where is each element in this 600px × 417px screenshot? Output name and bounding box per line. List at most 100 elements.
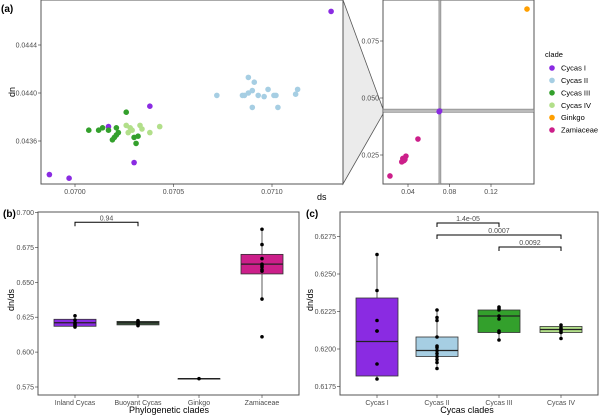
point-cycas-iii xyxy=(109,137,116,143)
y-tick-label: 0.0440 xyxy=(16,91,38,98)
legend-swatch xyxy=(549,65,555,71)
point-cycas-i xyxy=(147,103,153,109)
point-cycas-i xyxy=(328,8,334,15)
data-point xyxy=(559,323,563,327)
data-point xyxy=(497,338,501,342)
significance-bracket xyxy=(74,221,139,227)
point-zamiaceae xyxy=(387,173,393,179)
panel-a-scatter: 0.0700 0.0705 0.0710 0.0436 0.0440 0.0444 xyxy=(16,0,344,196)
point-cycas-iv xyxy=(147,129,153,136)
point-cycas-i xyxy=(66,175,72,181)
plot-frame xyxy=(40,0,344,185)
y-tick-label: 0.600 xyxy=(16,350,34,357)
y-tick-label: 0.050 xyxy=(361,96,379,103)
point-cycas-iv xyxy=(139,126,145,132)
legend-label: Ginkgo xyxy=(561,113,585,122)
data-point xyxy=(260,269,264,273)
p-value-label: 0.0007 xyxy=(488,228,510,235)
data-point xyxy=(73,314,77,318)
panel-label-c: (c) xyxy=(306,209,318,220)
data-point xyxy=(260,265,264,269)
legend-label: Cycas I xyxy=(561,64,586,73)
data-point xyxy=(559,336,563,341)
y-tick-label: 0.6275 xyxy=(315,234,337,241)
significance-bracket xyxy=(498,246,562,251)
legend-label: Cycas IV xyxy=(561,101,591,110)
data-point xyxy=(497,308,501,312)
data-point xyxy=(435,354,439,359)
legend-swatch xyxy=(549,102,555,108)
panel-c-boxplot: 0.6175 0.6200 0.6225 0.6250 0.6275 Cycas I Cyc… xyxy=(315,211,599,407)
point-cycas-i xyxy=(46,171,53,178)
data-point xyxy=(375,318,379,323)
data-point xyxy=(375,252,379,257)
data-point xyxy=(435,357,439,362)
point-cycas-iii xyxy=(113,125,120,131)
data-point xyxy=(73,325,77,329)
x-tick-label: Cycas I xyxy=(365,400,388,407)
data-point xyxy=(435,360,439,365)
data-point xyxy=(435,351,439,356)
data-point xyxy=(435,315,439,320)
y-tick-label: 0.0444 xyxy=(16,43,38,50)
zoom-band-horizontal xyxy=(382,108,535,113)
data-point xyxy=(435,366,439,371)
data-point xyxy=(73,318,77,322)
point-cycas-iii xyxy=(123,109,130,115)
panel-b-boxplot: 0.575 0.600 0.625 0.650 0.675 0.700 Inland Cyc… xyxy=(16,210,300,407)
x-tick-label: Inland Cycas xyxy=(55,400,96,407)
y-tick-label: 0.6175 xyxy=(315,384,337,391)
data-point xyxy=(497,317,501,321)
x-tick-label: Cycas III xyxy=(485,400,512,407)
legend: clade Cycas I Cycas II Cycas III Cycas IV Gin… xyxy=(545,50,598,135)
point-zamiaceae xyxy=(415,136,421,142)
data-point xyxy=(136,323,140,328)
legend-label: Cycas II xyxy=(561,76,588,85)
data-point xyxy=(260,242,264,247)
significance-bracket xyxy=(436,222,500,227)
point-cycas-ii xyxy=(292,91,299,97)
point-ginkgo xyxy=(524,6,530,12)
x-tick-label: Buoyant Cycas xyxy=(114,400,162,407)
y-tick-label: 0.6250 xyxy=(315,272,337,279)
legend-title: clade xyxy=(545,50,563,59)
p-value-label: 0.0092 xyxy=(519,240,541,247)
point-cycas-ii xyxy=(251,79,258,85)
y-tick-label: 0.0436 xyxy=(16,139,38,146)
x-tick-label: Cycas II xyxy=(424,400,449,407)
y-tick-label: 0.625 xyxy=(16,315,34,322)
point-cycas-iv xyxy=(156,123,163,130)
point-cycas-ii xyxy=(273,92,279,99)
x-axis-label-b: Phylogenetic clades xyxy=(129,405,210,415)
data-point xyxy=(435,308,439,312)
point-cycas-i xyxy=(131,159,137,166)
legend-swatch xyxy=(549,90,555,96)
legend-swatch xyxy=(549,127,555,133)
point-cycas-ii xyxy=(249,87,256,94)
point-cycas-ii xyxy=(294,86,301,93)
data-point xyxy=(375,288,379,293)
data-point xyxy=(260,334,264,339)
point-cycas-iii xyxy=(105,127,112,133)
x-tick-label: 0.08 xyxy=(443,189,457,196)
x-axis-label-a: ds xyxy=(317,192,327,202)
y-axis-label-c: dn/ds xyxy=(305,288,315,311)
y-tick-label: 0.700 xyxy=(16,210,34,217)
data-point xyxy=(260,256,264,261)
legend-swatch xyxy=(549,77,555,84)
x-tick-label: 0.0705 xyxy=(163,189,185,196)
panel-label-b: (b) xyxy=(3,209,16,220)
significance-bracket xyxy=(436,234,562,239)
y-tick-label: 0.025 xyxy=(361,153,379,160)
y-tick-label: 0.6200 xyxy=(315,347,337,354)
point-cycas-ii xyxy=(265,86,271,93)
point-cycas-ii xyxy=(275,104,281,111)
x-tick-label: Cycas IV xyxy=(547,400,575,407)
x-tick-label: 0.04 xyxy=(401,189,415,196)
y-tick-label: 0.6225 xyxy=(315,309,337,316)
data-point xyxy=(435,318,439,323)
x-axis-label-c: Cycas clades xyxy=(440,405,494,415)
y-tick-label: 0.675 xyxy=(16,245,34,252)
point-cycas-ii xyxy=(214,92,220,99)
data-point xyxy=(435,335,439,339)
